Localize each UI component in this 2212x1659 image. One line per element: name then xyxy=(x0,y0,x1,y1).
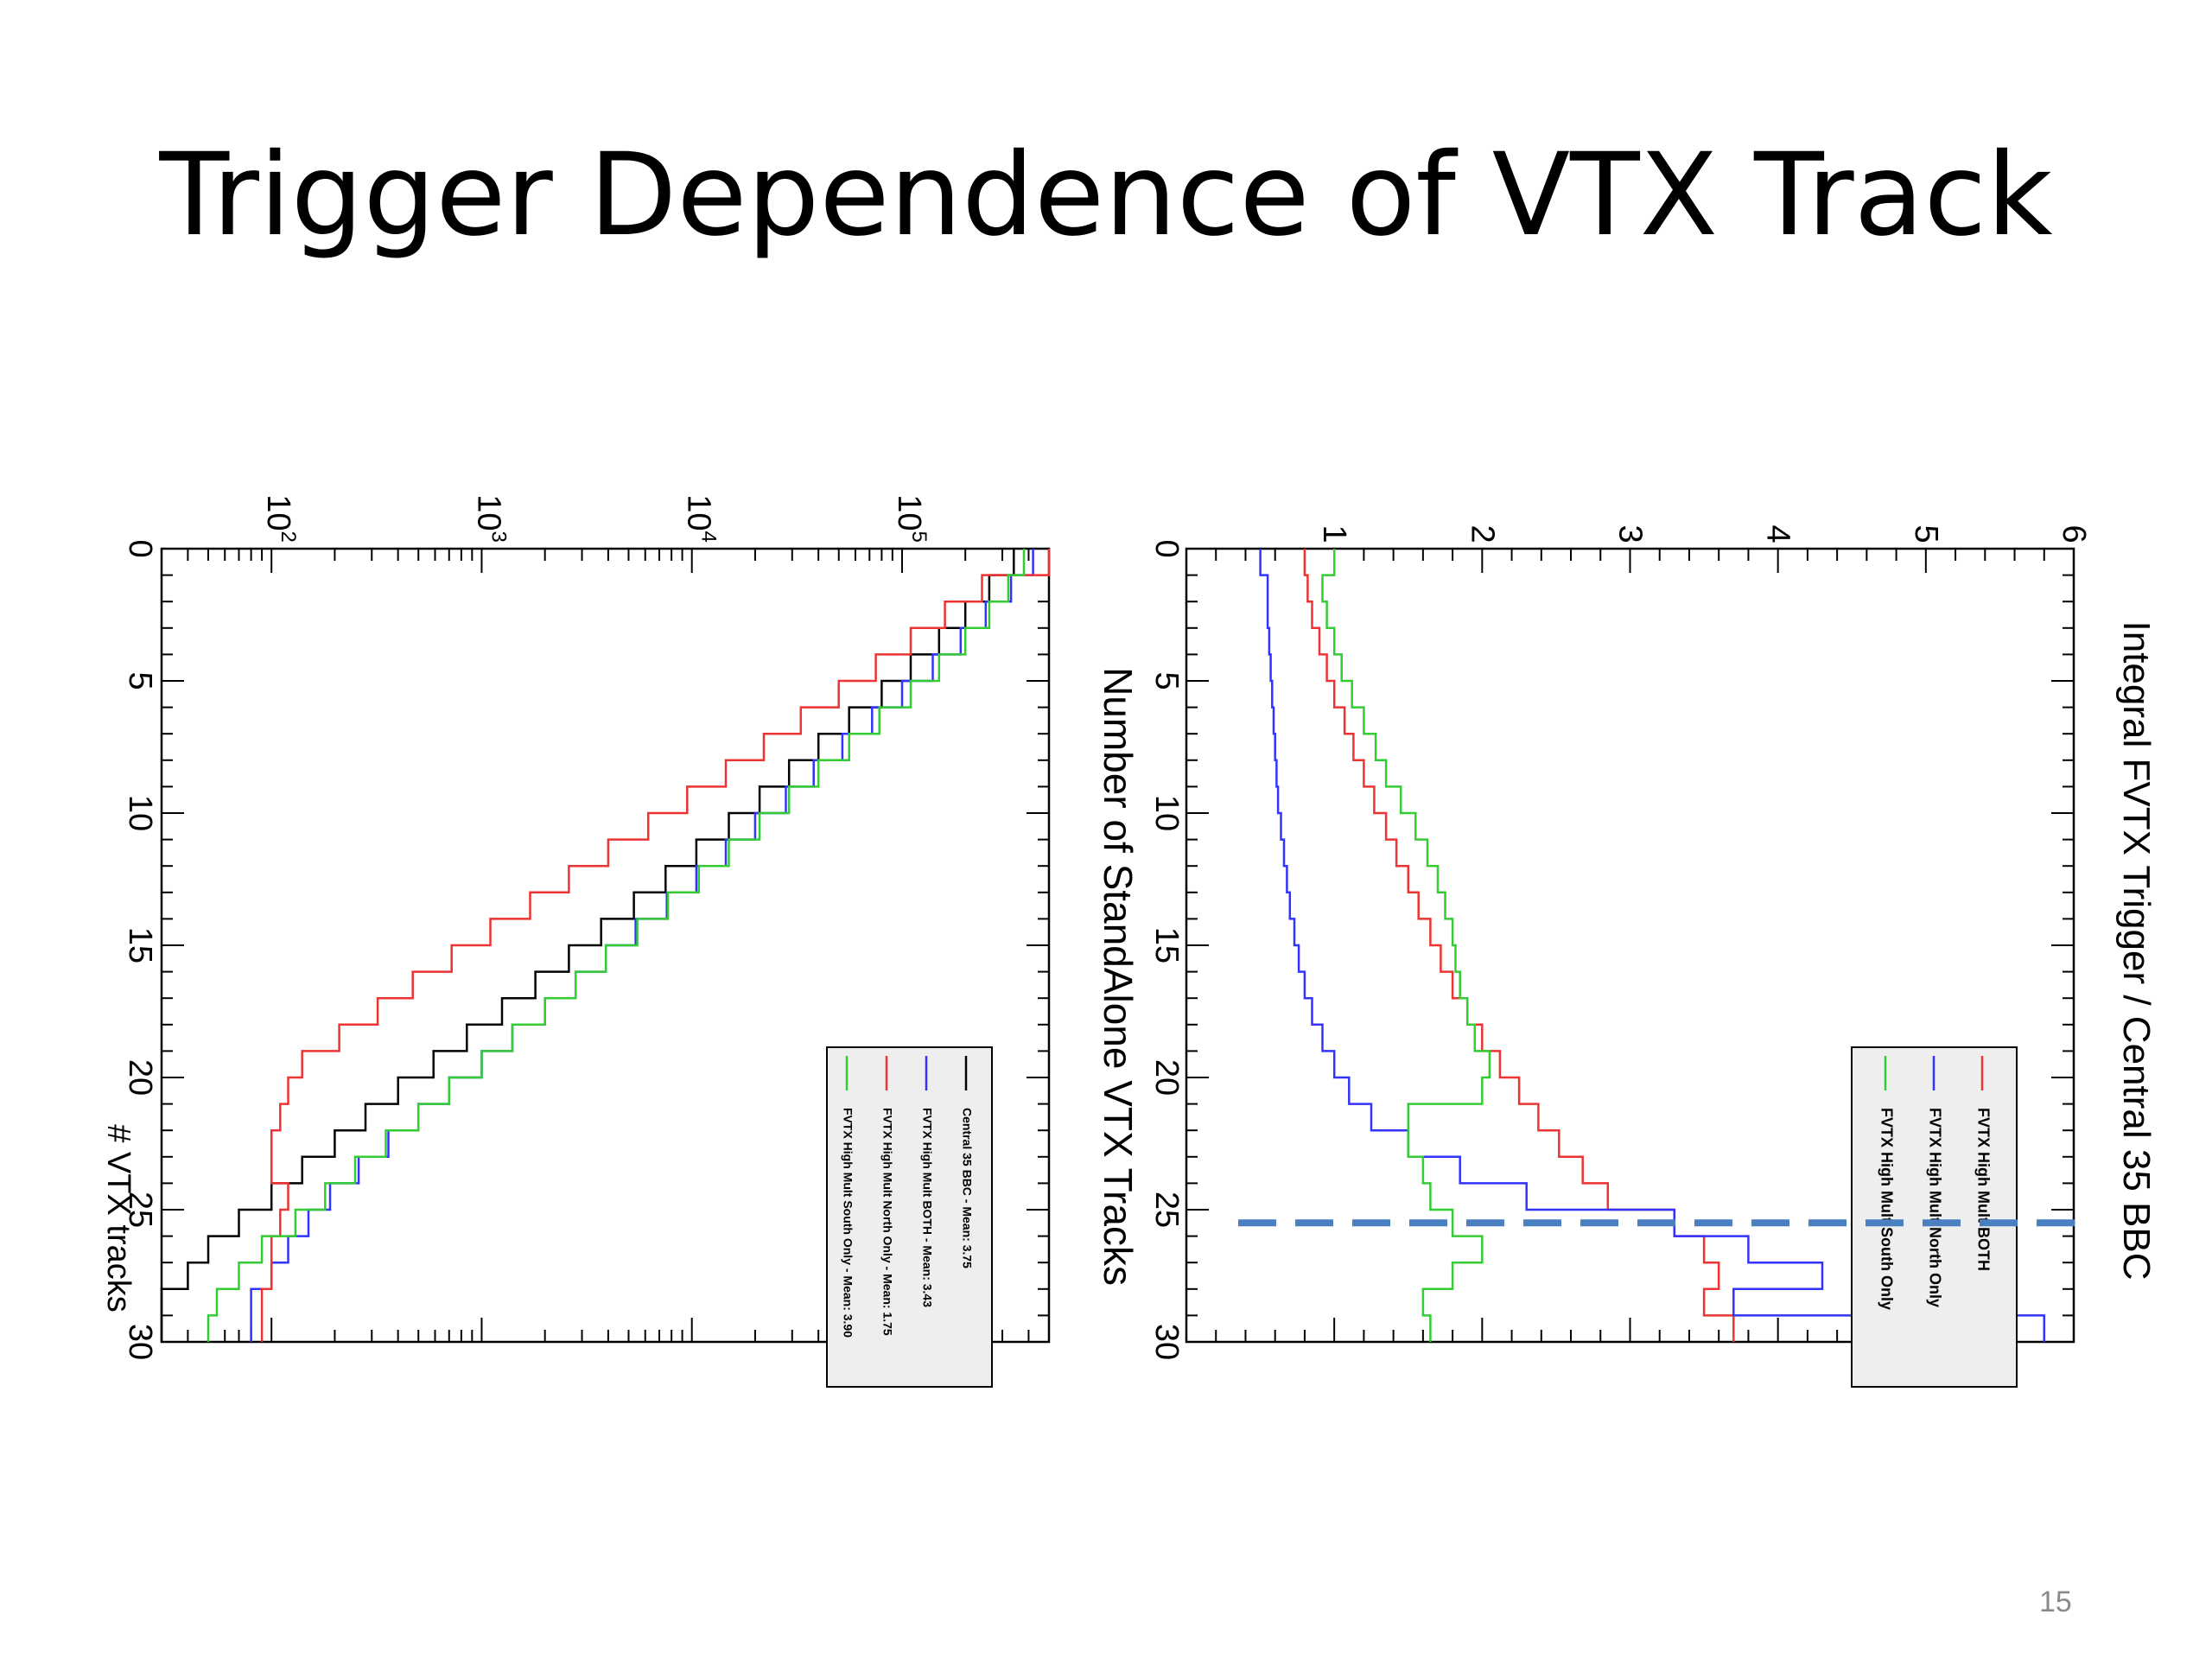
right-y-ticks: 1 2 3 4 5 6 xyxy=(1185,524,2092,1342)
left-y-ticks: 102 103 104 105 xyxy=(161,494,1050,1342)
left-series xyxy=(160,549,1051,1342)
left-series-line-2 xyxy=(260,549,1051,1342)
right-legend-box xyxy=(1851,1046,2018,1388)
right-legend: FVTX High Mult BOTH FVTX High Mult North … xyxy=(1851,1046,2018,1388)
left-y-tick-label: 104 xyxy=(681,494,721,543)
right-y-tick-label: 5 xyxy=(1908,524,1944,543)
right-y-tick-label: 1 xyxy=(1316,524,1352,543)
left-series-line-3 xyxy=(207,549,1026,1342)
right-x-axis-title: Number of StandAlone VTX Tracks xyxy=(1096,667,1141,1286)
page-number: 15 xyxy=(2039,1586,2072,1618)
right-x-tick-label: 5 xyxy=(1148,671,1185,690)
right-legend-label: FVTX High Mult BOTH xyxy=(1974,1108,1992,1271)
right-x-ticks: 0 5 10 15 20 25 30 xyxy=(1148,539,2074,1360)
left-legend-label: FVTX High Mult South Only - Mean: 3.90 xyxy=(841,1108,855,1338)
left-x-tick-label: 25 xyxy=(122,1192,158,1228)
right-legend-label: FVTX High Mult South Only xyxy=(1878,1108,1895,1310)
right-series xyxy=(1259,549,2046,1342)
left-y-tick-label: 102 xyxy=(260,494,300,543)
left-x-axis-title: # VTX tracks xyxy=(100,1124,137,1313)
right-legend-label: FVTX High Mult North Only xyxy=(1926,1108,1943,1307)
right-y-tick-label: 4 xyxy=(1760,524,1796,543)
right-series-line-1 xyxy=(1259,549,2046,1342)
left-x-tick-label: 20 xyxy=(122,1059,158,1096)
right-y-tick-label: 3 xyxy=(1612,524,1649,543)
left-legend-box xyxy=(826,1046,993,1388)
right-y-tick-label: 2 xyxy=(1464,524,1500,543)
right-x-tick-label: 20 xyxy=(1148,1059,1185,1096)
left-legend-label: FVTX High Mult North Only - Mean: 1.75 xyxy=(880,1108,894,1336)
left-plot: 0 5 10 15 20 25 30 102 103 104 105 # VTX tracks C… xyxy=(100,494,1051,1388)
left-x-tick-label: 0 xyxy=(122,539,158,557)
right-y-tick-label: 6 xyxy=(2056,524,2092,543)
right-series-line-2 xyxy=(1321,549,1491,1342)
right-x-tick-label: 25 xyxy=(1148,1192,1185,1228)
left-legend-label: FVTX High Mult BOTH - Mean: 3.43 xyxy=(920,1108,934,1307)
left-x-tick-label: 10 xyxy=(122,795,158,831)
right-y-axis-title: Integral FVTX Trigger / Central 35 BBC xyxy=(2115,621,2158,1281)
right-x-tick-label: 0 xyxy=(1148,539,1185,557)
left-x-ticks: 0 5 10 15 20 25 30 xyxy=(122,539,1049,1360)
slide-title: Trigger Dependence of VTX Track xyxy=(159,129,2053,262)
right-plot: 0 5 10 15 20 25 30 1 2 3 4 5 6 Number of StandAlone… xyxy=(1096,524,2158,1388)
left-y-tick-label: 105 xyxy=(891,494,931,543)
left-x-tick-label: 15 xyxy=(122,927,158,963)
left-legend-label: Central 35 BBC - Mean: 3.75 xyxy=(960,1108,974,1268)
left-x-tick-label: 30 xyxy=(122,1324,158,1360)
right-x-tick-label: 15 xyxy=(1148,927,1185,963)
left-x-tick-label: 5 xyxy=(122,671,158,690)
right-x-tick-label: 30 xyxy=(1148,1324,1185,1360)
left-legend: Central 35 BBC - Mean: 3.75 FVTX High Mul… xyxy=(826,1046,993,1388)
left-series-line-0 xyxy=(160,549,1015,1342)
left-y-tick-label: 103 xyxy=(470,494,510,543)
right-x-tick-label: 10 xyxy=(1148,795,1185,831)
